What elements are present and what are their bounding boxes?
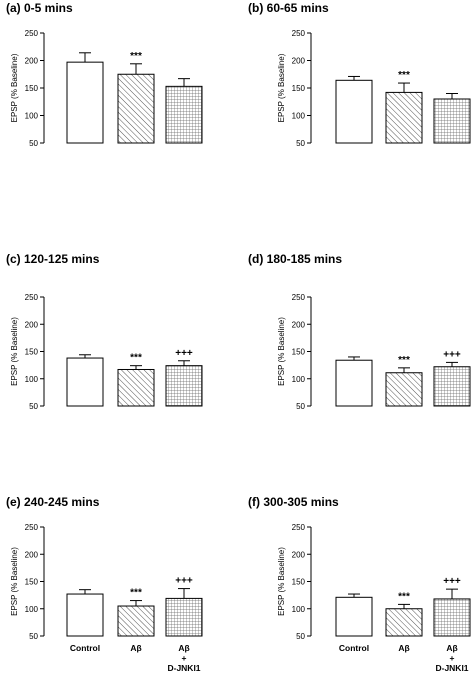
y-tick-label: 100 — [292, 605, 306, 614]
bar-control — [67, 358, 103, 406]
y-axis-label: EPSP (% Baseline) — [277, 547, 286, 616]
y-tick-label: 150 — [292, 348, 306, 357]
panel-title: (f) 300-305 mins — [248, 495, 339, 509]
panel-title: (d) 180-185 mins — [248, 252, 342, 266]
y-tick-label: 150 — [25, 348, 39, 357]
y-tick-label: 200 — [25, 550, 39, 559]
bar-abeta — [386, 373, 422, 406]
y-tick-label: 50 — [29, 632, 38, 641]
category-label: D-JNKI1 — [167, 663, 200, 673]
y-tick-label: 250 — [292, 523, 306, 532]
y-tick-label: 50 — [296, 139, 305, 148]
y-tick-label: 250 — [292, 293, 306, 302]
y-tick-label: 50 — [296, 632, 305, 641]
y-tick-label: 200 — [292, 57, 306, 66]
y-tick-label: 150 — [292, 84, 306, 93]
significance-mark: +++ — [175, 348, 193, 359]
category-label: Aβ — [398, 643, 409, 653]
bar-control — [336, 597, 372, 636]
y-axis-label: EPSP (% Baseline) — [277, 317, 286, 386]
y-tick-label: 250 — [292, 29, 306, 38]
bar-abeta-djnki1 — [434, 99, 470, 143]
y-tick-label: 200 — [292, 550, 306, 559]
panel-title: (c) 120-125 mins — [6, 252, 100, 266]
category-label: + — [450, 653, 455, 663]
y-tick-label: 250 — [25, 29, 39, 38]
significance-mark: +++ — [175, 576, 193, 587]
y-tick-label: 50 — [296, 402, 305, 411]
y-axis-label: EPSP (% Baseline) — [10, 317, 19, 386]
bar-abeta-djnki1 — [166, 86, 202, 143]
significance-mark: *** — [130, 51, 142, 62]
bar-abeta-djnki1 — [434, 367, 470, 406]
bar-abeta — [118, 369, 154, 406]
bar-control — [67, 594, 103, 636]
bar-abeta-djnki1 — [434, 599, 470, 636]
bar-abeta — [118, 606, 154, 636]
significance-mark: *** — [398, 70, 410, 81]
y-tick-label: 100 — [25, 112, 39, 121]
category-label: Aβ — [178, 643, 189, 653]
category-label: Aβ — [446, 643, 457, 653]
y-axis-label: EPSP (% Baseline) — [10, 53, 19, 122]
y-tick-label: 200 — [25, 57, 39, 66]
category-label: Aβ — [130, 643, 141, 653]
bar-abeta — [118, 74, 154, 143]
bar-control — [336, 360, 372, 406]
category-label: + — [182, 653, 187, 663]
category-label: D-JNKI1 — [435, 663, 468, 673]
y-tick-label: 150 — [25, 84, 39, 93]
y-tick-label: 250 — [25, 523, 39, 532]
significance-mark: *** — [398, 355, 410, 366]
panel-title: (b) 60-65 mins — [248, 1, 329, 15]
y-tick-label: 100 — [25, 375, 39, 384]
y-tick-label: 150 — [292, 578, 306, 587]
y-tick-label: 100 — [292, 112, 306, 121]
significance-mark: +++ — [443, 349, 461, 360]
y-axis-label: EPSP (% Baseline) — [277, 53, 286, 122]
significance-mark: *** — [130, 588, 142, 599]
panel-title: (e) 240-245 mins — [6, 495, 100, 509]
significance-mark: *** — [130, 353, 142, 364]
bar-abeta — [386, 92, 422, 143]
y-tick-label: 200 — [25, 320, 39, 329]
bar-control — [67, 62, 103, 143]
bar-control — [336, 80, 372, 143]
y-tick-label: 100 — [292, 375, 306, 384]
y-axis-label: EPSP (% Baseline) — [10, 547, 19, 616]
y-tick-label: 50 — [29, 402, 38, 411]
bar-abeta-djnki1 — [166, 598, 202, 636]
category-label: Control — [339, 643, 369, 653]
y-tick-label: 250 — [25, 293, 39, 302]
y-tick-label: 50 — [29, 139, 38, 148]
y-tick-label: 100 — [25, 605, 39, 614]
panel-title: (a) 0-5 mins — [6, 1, 73, 15]
bar-abeta — [386, 609, 422, 636]
category-label: Control — [70, 643, 100, 653]
y-tick-label: 200 — [292, 320, 306, 329]
bar-abeta-djnki1 — [166, 366, 202, 406]
significance-mark: +++ — [443, 576, 461, 587]
significance-mark: *** — [398, 591, 410, 602]
y-tick-label: 150 — [25, 578, 39, 587]
